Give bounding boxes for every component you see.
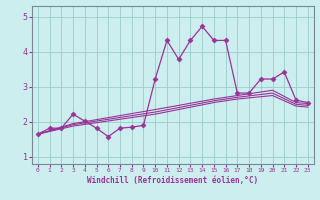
X-axis label: Windchill (Refroidissement éolien,°C): Windchill (Refroidissement éolien,°C): [87, 176, 258, 185]
